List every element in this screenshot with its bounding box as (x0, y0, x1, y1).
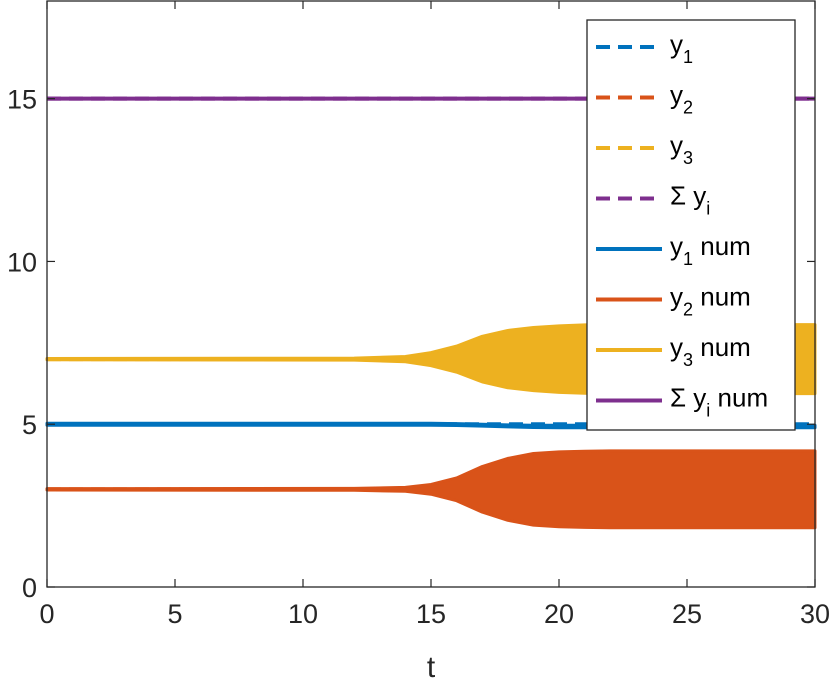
legend-entry: y3 (596, 130, 693, 168)
x-tick-label: 30 (800, 599, 830, 629)
legend: y1 y2 y3 Σ yi y1 num y2 num y3 num Σ yi num (586, 19, 796, 431)
x-tick-labels: 0 5 10 15 20 25 30 (39, 599, 830, 629)
legend-label: y1 (670, 29, 693, 67)
legend-label: Σ yi (670, 181, 710, 219)
legend-label: y3 num (670, 332, 751, 370)
legend-entry: y1 (596, 29, 693, 67)
x-axis-label: t (427, 651, 436, 682)
y-tick-label: 5 (22, 410, 37, 440)
x-tick-label: 0 (39, 599, 54, 629)
legend-entry: y2 (596, 80, 693, 118)
legend-entry: Σ yi (596, 181, 710, 219)
legend-box (586, 19, 796, 431)
legend-entry: y2 num (596, 282, 751, 320)
y-tick-label: 10 (7, 247, 37, 277)
x-tick-label: 20 (544, 599, 574, 629)
x-tick-label: 5 (167, 599, 182, 629)
legend-label: y2 num (670, 282, 751, 320)
legend-entry: Σ yi num (596, 383, 768, 421)
legend-label: y3 (670, 130, 693, 168)
legend-label: Σ yi num (670, 383, 768, 421)
y-tick-label: 0 (22, 573, 37, 603)
x-tick-label: 15 (416, 599, 446, 629)
y-tick-label: 15 (7, 85, 37, 115)
legend-entry: y1 num (596, 231, 751, 269)
legend-label: y2 (670, 80, 693, 118)
legend-entry: y3 num (596, 332, 751, 370)
legend-label: y1 num (670, 231, 751, 269)
legend-entries: y1 y2 y3 Σ yi y1 num y2 num y3 num Σ yi num (596, 29, 768, 421)
y-tick-labels: 0 5 10 15 (7, 85, 37, 603)
x-tick-label: 10 (288, 599, 318, 629)
x-tick-label: 25 (672, 599, 702, 629)
ticks-layer (46, 1, 816, 588)
